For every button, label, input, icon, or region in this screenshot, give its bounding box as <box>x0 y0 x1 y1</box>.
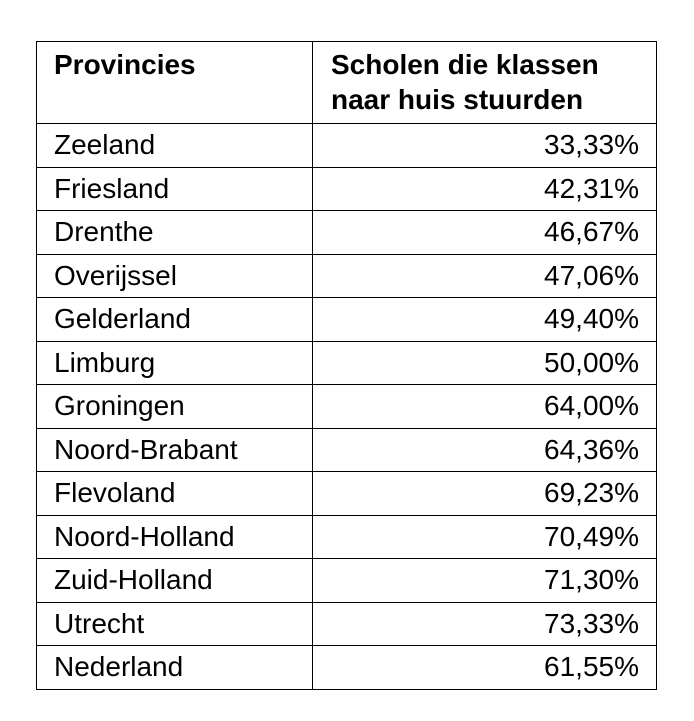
table-header-row: Provincies Scholen die klassen naar huis… <box>36 41 657 124</box>
province-cell: Zuid-Holland <box>36 558 313 603</box>
table-row: Noord-Holland 70,49% <box>36 514 657 559</box>
province-school-table: Provincies Scholen die klassen naar huis… <box>36 41 657 690</box>
percentage-cell: 61,55% <box>312 645 657 690</box>
province-cell: Flevoland <box>36 471 313 516</box>
column-header-schools-percentage: Scholen die klassen naar huis stuurden <box>312 41 657 124</box>
province-cell: Drenthe <box>36 210 313 255</box>
percentage-cell: 69,23% <box>312 471 657 516</box>
province-cell: Gelderland <box>36 297 313 342</box>
table-row: Drenthe 46,67% <box>36 210 657 255</box>
province-cell: Groningen <box>36 384 313 429</box>
column-header-provinces: Provincies <box>36 41 313 124</box>
province-table-container: Provincies Scholen die klassen naar huis… <box>36 41 657 690</box>
province-cell: Noord-Brabant <box>36 427 313 472</box>
province-cell: Zeeland <box>36 123 313 168</box>
percentage-cell: 46,67% <box>312 210 657 255</box>
province-cell: Noord-Holland <box>36 514 313 559</box>
percentage-cell: 73,33% <box>312 601 657 646</box>
table-row-total: Nederland 61,55% <box>36 645 657 690</box>
table-row: Gelderland 49,40% <box>36 297 657 342</box>
province-cell: Friesland <box>36 166 313 211</box>
province-cell: Nederland <box>36 645 313 690</box>
percentage-cell: 64,36% <box>312 427 657 472</box>
percentage-cell: 42,31% <box>312 166 657 211</box>
table-row: Flevoland 69,23% <box>36 471 657 516</box>
table-row: Utrecht 73,33% <box>36 601 657 646</box>
percentage-cell: 50,00% <box>312 340 657 385</box>
table-row: Limburg 50,00% <box>36 340 657 385</box>
percentage-cell: 47,06% <box>312 253 657 298</box>
percentage-cell: 49,40% <box>312 297 657 342</box>
table-row: Zuid-Holland 71,30% <box>36 558 657 603</box>
table-row: Noord-Brabant 64,36% <box>36 427 657 472</box>
table-row: Friesland 42,31% <box>36 166 657 211</box>
table-row: Overijssel 47,06% <box>36 253 657 298</box>
table-row: Groningen 64,00% <box>36 384 657 429</box>
province-cell: Limburg <box>36 340 313 385</box>
percentage-cell: 64,00% <box>312 384 657 429</box>
percentage-cell: 33,33% <box>312 123 657 168</box>
province-cell: Overijssel <box>36 253 313 298</box>
percentage-cell: 71,30% <box>312 558 657 603</box>
percentage-cell: 70,49% <box>312 514 657 559</box>
table-row: Zeeland 33,33% <box>36 123 657 168</box>
province-cell: Utrecht <box>36 601 313 646</box>
